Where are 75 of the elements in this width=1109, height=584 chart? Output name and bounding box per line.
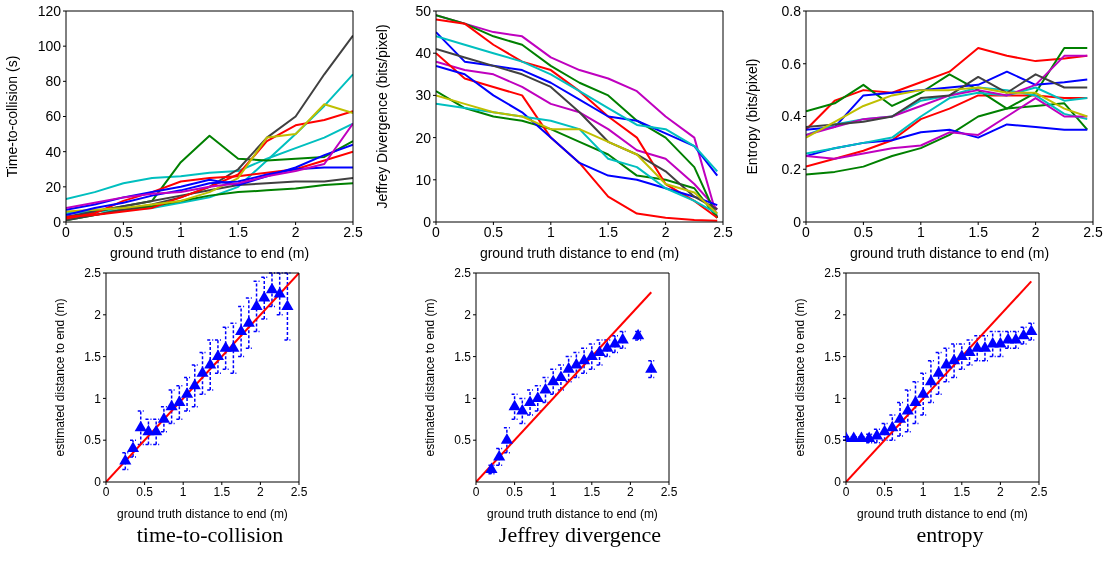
y-tick-label: 60 (45, 108, 62, 125)
text: time-to-collision (135, 522, 285, 548)
y-tick-label: 1.5 (84, 349, 102, 364)
x-tick-label: 0.5 (506, 484, 524, 499)
y-axis-title: estimated distance to end (m) (53, 298, 68, 457)
y-tick-label: 2 (94, 308, 102, 323)
x-tick-label: 2.5 (713, 223, 733, 240)
x-tick-label: 1.5 (598, 223, 619, 240)
y-axis-title: estimated distance to end (m) (793, 298, 808, 457)
y-tick-label: 40 (45, 143, 62, 160)
x-tick-label: 2 (661, 223, 670, 240)
x-tick-label: 0.5 (876, 484, 894, 499)
y-tick-label: 1.5 (454, 349, 472, 364)
y-tick-label: 1.5 (824, 349, 842, 364)
y-tick-label: 1 (94, 391, 102, 406)
x-tick-label: 1 (916, 223, 925, 240)
x-tick-label: 1 (919, 484, 927, 499)
x-tick-label: 2.5 (1030, 484, 1048, 499)
y-tick-label: 0.2 (781, 161, 802, 178)
y-tick-label: 0.5 (84, 433, 102, 448)
x-tick-label: 2 (291, 223, 300, 240)
x-tick-label: 2.5 (1083, 223, 1103, 240)
x-tick-label: 1 (549, 484, 557, 499)
x-tick-label: 1.5 (953, 484, 971, 499)
x-tick-label: 2.5 (660, 484, 678, 499)
y-tick-label: 2.5 (84, 266, 102, 281)
y-tick-label: 0.6 (781, 55, 802, 72)
y-tick-label: 10 (415, 171, 432, 188)
x-tick-label: 0.5 (853, 223, 874, 240)
y-tick-label: 20 (45, 178, 62, 195)
x-tick-label: 1 (176, 223, 185, 240)
x-tick-label: 2.5 (290, 484, 308, 499)
y-tick-label: 80 (45, 73, 62, 90)
x-axis-title: ground truth distance to end (m) (857, 507, 1028, 521)
y-tick-label: 0.4 (781, 108, 802, 125)
y-axis-title: estimated distance to end (m) (423, 298, 438, 457)
x-tick-label: 0.5 (113, 223, 134, 240)
y-tick-label: 30 (415, 87, 432, 104)
y-tick-label: 2 (834, 308, 842, 323)
x-tick-label: 1.5 (968, 223, 989, 240)
x-tick-label: 1.5 (228, 223, 249, 240)
y-tick-label: 0.5 (454, 433, 472, 448)
x-tick-label: 1 (179, 484, 187, 499)
x-tick-label: 0.5 (136, 484, 154, 499)
y-axis-title: Time-to-collision (s) (3, 55, 20, 178)
y-tick-label: 50 (415, 2, 432, 19)
y-tick-label: 2 (464, 308, 472, 323)
y-tick-label: 0.8 (781, 2, 802, 19)
y-tick-label: 120 (37, 2, 62, 19)
x-tick-label: 2 (997, 484, 1005, 499)
text: entropy (915, 522, 985, 548)
x-tick-label: 0.5 (483, 223, 504, 240)
text: Jeffrey divergence (497, 522, 663, 548)
y-tick-label: 1 (834, 391, 842, 406)
x-axis-title: ground truth distance to end (m) (487, 507, 658, 521)
x-tick-label: 2 (627, 484, 635, 499)
x-axis-title: ground truth distance to end (m) (479, 245, 680, 261)
y-tick-label: 2.5 (454, 266, 472, 281)
y-tick-label: 40 (415, 45, 432, 62)
y-tick-label: 0.5 (824, 433, 842, 448)
y-tick-label: 100 (37, 38, 62, 55)
x-tick-label: 2 (1031, 223, 1040, 240)
x-axis-title: ground truth distance to end (m) (117, 507, 288, 521)
y-tick-label: 20 (415, 129, 432, 146)
x-axis-title: ground truth distance to end (m) (109, 245, 310, 261)
x-tick-label: 2 (257, 484, 265, 499)
x-tick-label: 1.5 (583, 484, 601, 499)
x-tick-label: 1 (546, 223, 555, 240)
x-tick-label: 1.5 (213, 484, 231, 499)
y-tick-label: 1 (464, 391, 472, 406)
y-axis-title: Jeffrey Divergence (bits/pixel) (373, 24, 390, 209)
x-tick-label: 2.5 (343, 223, 363, 240)
y-axis-title: Entropy (bits/pixel) (743, 58, 760, 175)
x-axis-title: ground truth distance to end (m) (849, 245, 1050, 261)
y-tick-label: 2.5 (824, 266, 842, 281)
